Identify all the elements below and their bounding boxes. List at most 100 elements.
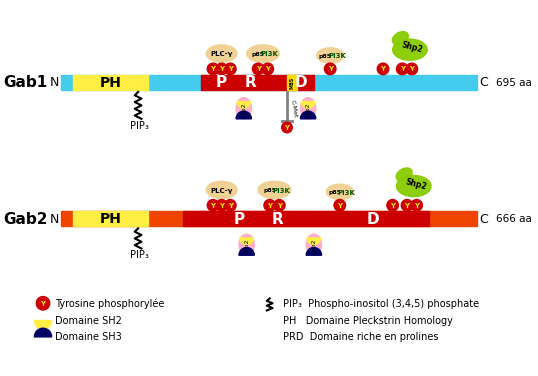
Ellipse shape	[206, 45, 237, 62]
Wedge shape	[306, 247, 322, 255]
Text: p85: p85	[252, 52, 265, 57]
Text: PH: PH	[100, 76, 121, 90]
Text: PIP₃  Phospho-inositol (3,4,5) phosphate: PIP₃ Phospho-inositol (3,4,5) phosphate	[283, 299, 479, 309]
Text: Y: Y	[328, 67, 332, 72]
Text: Y: Y	[380, 67, 386, 72]
Circle shape	[36, 297, 49, 310]
Text: C: C	[479, 213, 489, 226]
Ellipse shape	[300, 98, 316, 119]
FancyBboxPatch shape	[61, 75, 477, 90]
Text: p85: p85	[319, 54, 332, 59]
Text: C: C	[479, 76, 489, 89]
Text: Y: Y	[219, 67, 224, 72]
Text: Y: Y	[210, 67, 216, 72]
Text: Y: Y	[390, 203, 395, 209]
Ellipse shape	[397, 176, 431, 197]
Circle shape	[411, 200, 422, 211]
Text: Y: Y	[267, 203, 272, 209]
Ellipse shape	[239, 234, 254, 255]
Circle shape	[282, 122, 292, 133]
Text: MBS: MBS	[289, 77, 294, 89]
Text: PLC-γ: PLC-γ	[210, 52, 233, 58]
Circle shape	[252, 63, 264, 75]
Text: 695 aa: 695 aa	[497, 78, 532, 88]
Wedge shape	[34, 321, 52, 329]
Ellipse shape	[393, 39, 427, 60]
Wedge shape	[34, 328, 52, 337]
Ellipse shape	[258, 181, 291, 199]
Text: PIP₃: PIP₃	[130, 121, 148, 131]
Text: p85: p85	[328, 190, 342, 195]
Circle shape	[401, 200, 413, 211]
Circle shape	[334, 200, 345, 211]
Circle shape	[406, 63, 417, 75]
Text: Y: Y	[265, 67, 270, 72]
Text: PI3K: PI3K	[261, 52, 279, 58]
Text: N: N	[50, 76, 59, 89]
FancyBboxPatch shape	[201, 75, 314, 90]
Text: Y: Y	[40, 301, 46, 307]
Circle shape	[377, 63, 389, 75]
Text: C-Met: C-Met	[290, 100, 298, 119]
Ellipse shape	[246, 45, 279, 62]
Text: Y: Y	[405, 203, 409, 209]
Text: PRD  Domaine riche en prolines: PRD Domaine riche en prolines	[283, 332, 438, 342]
Text: Y: Y	[228, 67, 233, 72]
FancyBboxPatch shape	[183, 211, 429, 226]
Circle shape	[273, 200, 285, 211]
Circle shape	[216, 200, 228, 211]
Circle shape	[224, 63, 236, 75]
Text: R: R	[272, 212, 283, 227]
Wedge shape	[300, 111, 316, 119]
Ellipse shape	[306, 234, 322, 255]
Text: D: D	[367, 212, 380, 227]
FancyBboxPatch shape	[73, 75, 148, 90]
Text: p85: p85	[263, 188, 276, 193]
Text: Grb2: Grb2	[312, 239, 316, 254]
Circle shape	[207, 63, 219, 75]
Text: Y: Y	[256, 67, 261, 72]
Text: Y: Y	[210, 203, 216, 209]
Text: P: P	[216, 75, 227, 90]
Text: PI3K: PI3K	[328, 53, 346, 59]
Circle shape	[387, 200, 399, 211]
Text: Domaine SH3: Domaine SH3	[54, 332, 121, 342]
Text: Grb2: Grb2	[306, 102, 310, 118]
Text: Y: Y	[285, 125, 289, 131]
Wedge shape	[236, 111, 251, 119]
Text: Y: Y	[337, 203, 342, 209]
Wedge shape	[301, 102, 315, 108]
Ellipse shape	[396, 168, 412, 181]
Text: Y: Y	[219, 203, 224, 209]
Wedge shape	[240, 238, 253, 245]
Circle shape	[216, 63, 228, 75]
Circle shape	[207, 200, 219, 211]
Text: Grb2: Grb2	[241, 102, 246, 118]
Text: D: D	[295, 75, 308, 90]
Text: Y: Y	[228, 203, 233, 209]
Ellipse shape	[317, 48, 344, 63]
Circle shape	[224, 200, 236, 211]
Circle shape	[264, 200, 275, 211]
FancyBboxPatch shape	[73, 211, 148, 226]
Wedge shape	[237, 102, 251, 108]
Text: N: N	[50, 213, 59, 226]
Text: Gab1: Gab1	[4, 75, 48, 90]
Text: Y: Y	[277, 203, 282, 209]
Text: PI3K: PI3K	[337, 190, 356, 196]
Wedge shape	[307, 238, 321, 245]
Text: Y: Y	[414, 203, 419, 209]
Text: Domaine SH2: Domaine SH2	[54, 315, 122, 326]
Circle shape	[397, 63, 408, 75]
Text: PH: PH	[100, 212, 121, 226]
Text: Shp2: Shp2	[404, 177, 427, 191]
Text: PH   Domaine Pleckstrin Homology: PH Domaine Pleckstrin Homology	[283, 315, 453, 326]
Ellipse shape	[327, 184, 353, 200]
Text: 666 aa: 666 aa	[497, 214, 532, 224]
Text: Tyrosine phosphorylée: Tyrosine phosphorylée	[54, 299, 164, 309]
FancyBboxPatch shape	[61, 211, 477, 226]
Text: Shp2: Shp2	[400, 41, 423, 55]
Circle shape	[324, 63, 336, 75]
Ellipse shape	[236, 98, 251, 119]
Circle shape	[262, 63, 273, 75]
